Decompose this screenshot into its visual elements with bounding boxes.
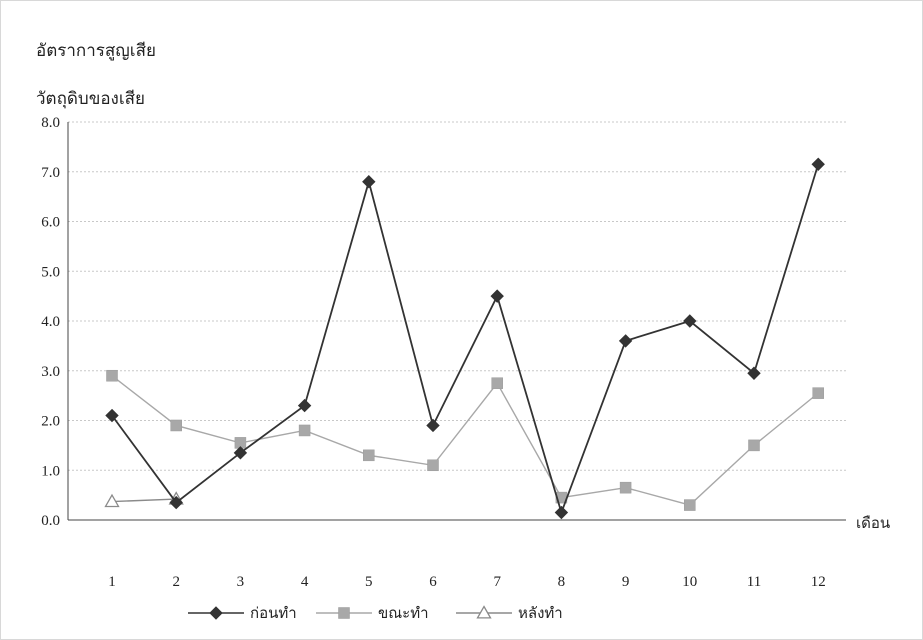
data-point [427, 459, 439, 472]
x-tick-label: 9 [622, 574, 630, 590]
data-point [362, 174, 376, 189]
grid-lines [68, 121, 846, 471]
data-point [747, 366, 761, 380]
data-point [106, 369, 118, 382]
data-point [811, 157, 825, 171]
legend-marker [476, 605, 492, 619]
data-point [105, 408, 119, 423]
data-point [490, 289, 504, 303]
data-point [812, 387, 824, 399]
x-tick-label: 8 [558, 574, 566, 590]
data-point [683, 314, 697, 328]
y-tick-label: 4.0 [41, 314, 60, 330]
x-tick-labels: 1 2 3 4 5 6 7 8 9 10 11 12 [108, 574, 825, 590]
data-point [426, 418, 440, 433]
x-tick-label: 7 [493, 574, 501, 590]
series-1 [105, 157, 825, 520]
data-point [748, 439, 760, 452]
y-tick-label: 3.0 [41, 364, 60, 380]
legend-label: หลังทำ [518, 605, 563, 622]
y-tick-label: 5.0 [41, 264, 60, 280]
x-tick-label: 2 [172, 574, 180, 590]
series-line [111, 498, 177, 503]
axes [67, 122, 846, 521]
x-tick-label: 5 [365, 574, 373, 590]
series-line [111, 375, 819, 506]
x-tick-label: 11 [747, 574, 761, 590]
legend-item: ขณะทำ [316, 605, 429, 622]
x-tick-label: 10 [682, 574, 697, 590]
y-tick-label: 1.0 [41, 463, 60, 479]
series-lines [104, 157, 825, 520]
x-tick-label: 6 [429, 574, 437, 590]
y-tick-label: 7.0 [41, 165, 60, 181]
data-point [554, 505, 569, 520]
series-2 [106, 369, 824, 511]
chart-title-line2: วัตถุดิบของเสีย [36, 89, 145, 109]
legend: ก่อนทำ ขณะทำ หลังทำ [188, 605, 563, 622]
x-tick-label: 1 [108, 574, 116, 590]
legend-marker [338, 607, 350, 619]
x-axis-label: เดือน [856, 515, 890, 532]
data-point [233, 446, 248, 460]
legend-label: ก่อนทำ [250, 605, 297, 622]
series-line [111, 164, 820, 516]
x-tick-label: 12 [811, 574, 826, 590]
data-point [363, 449, 375, 462]
data-point [170, 419, 182, 432]
y-tick-label: 0.0 [41, 513, 60, 529]
legend-label: ขณะทำ [378, 605, 429, 622]
legend-item: ก่อนทำ [188, 605, 297, 622]
data-point [619, 481, 632, 494]
data-point [298, 424, 311, 437]
legend-item: หลังทำ [456, 605, 563, 622]
y-tick-labels: 0.0 1.0 2.0 3.0 4.0 5.0 6.0 7.0 8.0 [41, 115, 60, 529]
y-tick-label: 6.0 [41, 215, 60, 231]
chart-title-line1: อัตราการสูญเสีย [36, 41, 156, 61]
x-tick-label: 3 [237, 574, 245, 590]
data-point [491, 377, 503, 389]
data-point [618, 334, 633, 348]
legend-marker [209, 606, 223, 620]
y-tick-label: 8.0 [41, 115, 60, 131]
data-point [169, 495, 183, 510]
data-point [104, 493, 120, 508]
data-point [684, 499, 696, 511]
data-point [297, 398, 312, 413]
y-tick-label: 2.0 [41, 414, 60, 430]
x-tick-label: 4 [301, 574, 309, 590]
